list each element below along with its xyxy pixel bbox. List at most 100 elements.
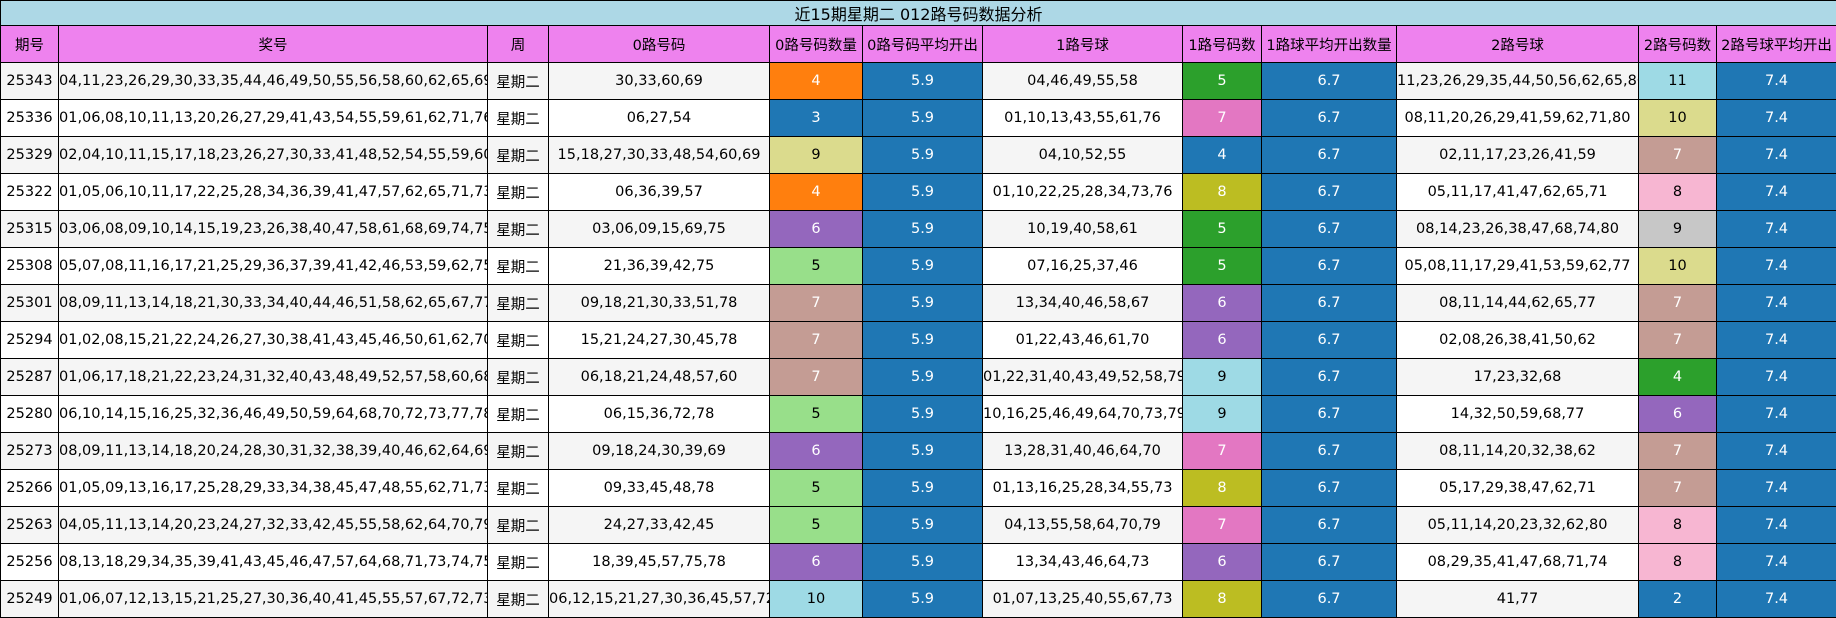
route1-numbers-cell: 10,19,40,58,61 xyxy=(983,211,1183,248)
issue-cell: 25266 xyxy=(1,470,59,507)
route0-count-cell: 4 xyxy=(770,63,863,100)
route0-numbers-cell: 21,36,39,42,75 xyxy=(549,248,770,285)
route0-numbers-cell: 06,18,21,24,48,57,60 xyxy=(549,359,770,396)
route0-count-cell: 6 xyxy=(770,211,863,248)
route0-avg-cell: 5.9 xyxy=(863,285,983,322)
route1-avg-cell: 6.7 xyxy=(1262,544,1397,581)
route0-count-cell: 6 xyxy=(770,433,863,470)
route1-avg-cell: 6.7 xyxy=(1262,470,1397,507)
issue-cell: 25343 xyxy=(1,63,59,100)
route2-numbers-cell: 08,14,23,26,38,47,68,74,80 xyxy=(1397,211,1639,248)
route1-avg-cell: 6.7 xyxy=(1262,507,1397,544)
route2-count-cell: 11 xyxy=(1639,63,1717,100)
header-route0-numbers: 0路号码 xyxy=(549,26,770,63)
route2-avg-cell: 7.4 xyxy=(1717,174,1836,211)
route2-count-cell: 10 xyxy=(1639,248,1717,285)
route0-count-cell: 3 xyxy=(770,100,863,137)
route0-count-cell: 7 xyxy=(770,322,863,359)
route2-numbers-cell: 17,23,32,68 xyxy=(1397,359,1639,396)
numbers-cell: 02,04,10,11,15,17,18,23,26,27,30,33,41,4… xyxy=(59,137,488,174)
numbers-cell: 04,05,11,13,14,20,23,24,27,32,33,42,45,5… xyxy=(59,507,488,544)
header-route1-numbers: 1路号球 xyxy=(983,26,1183,63)
route1-numbers-cell: 13,34,43,46,64,73 xyxy=(983,544,1183,581)
issue-cell: 25301 xyxy=(1,285,59,322)
route2-avg-cell: 7.4 xyxy=(1717,137,1836,174)
route2-count-cell: 7 xyxy=(1639,322,1717,359)
header-route1-avg: 1路球平均开出数量 xyxy=(1262,26,1397,63)
route0-count-cell: 6 xyxy=(770,544,863,581)
header-numbers: 奖号 xyxy=(59,26,488,63)
route1-numbers-cell: 04,13,55,58,64,70,79 xyxy=(983,507,1183,544)
issue-cell: 25249 xyxy=(1,581,59,618)
route1-count-cell: 7 xyxy=(1183,100,1262,137)
route1-numbers-cell: 01,07,13,25,40,55,67,73 xyxy=(983,581,1183,618)
route1-count-cell: 8 xyxy=(1183,581,1262,618)
route2-numbers-cell: 11,23,26,29,35,44,50,56,62,65,80 xyxy=(1397,63,1639,100)
route0-numbers-cell: 06,15,36,72,78 xyxy=(549,396,770,433)
issue-cell: 25294 xyxy=(1,322,59,359)
numbers-cell: 01,05,09,13,16,17,25,28,29,33,34,38,45,4… xyxy=(59,470,488,507)
route2-numbers-cell: 05,11,14,20,23,32,62,80 xyxy=(1397,507,1639,544)
header-route0-avg: 0路号码平均开出 xyxy=(863,26,983,63)
issue-cell: 25336 xyxy=(1,100,59,137)
route1-numbers-cell: 10,16,25,46,49,64,70,73,79 xyxy=(983,396,1183,433)
route0-numbers-cell: 06,27,54 xyxy=(549,100,770,137)
route0-avg-cell: 5.9 xyxy=(863,322,983,359)
numbers-cell: 08,09,11,13,14,18,21,30,33,34,40,44,46,5… xyxy=(59,285,488,322)
route1-count-cell: 5 xyxy=(1183,63,1262,100)
route0-numbers-cell: 30,33,60,69 xyxy=(549,63,770,100)
week-cell: 星期二 xyxy=(488,396,549,433)
numbers-cell: 01,06,07,12,13,15,21,25,27,30,36,40,41,4… xyxy=(59,581,488,618)
numbers-cell: 01,06,08,10,11,13,20,26,27,29,41,43,54,5… xyxy=(59,100,488,137)
route1-avg-cell: 6.7 xyxy=(1262,137,1397,174)
route1-numbers-cell: 13,34,40,46,58,67 xyxy=(983,285,1183,322)
route2-avg-cell: 7.4 xyxy=(1717,322,1836,359)
numbers-cell: 06,10,14,15,16,25,32,36,46,49,50,59,64,6… xyxy=(59,396,488,433)
header-route0-count: 0路号码数量 xyxy=(770,26,863,63)
route1-avg-cell: 6.7 xyxy=(1262,581,1397,618)
week-cell: 星期二 xyxy=(488,211,549,248)
route2-count-cell: 7 xyxy=(1639,137,1717,174)
route2-count-cell: 10 xyxy=(1639,100,1717,137)
route0-avg-cell: 5.9 xyxy=(863,211,983,248)
route2-numbers-cell: 05,08,11,17,29,41,53,59,62,77 xyxy=(1397,248,1639,285)
route0-numbers-cell: 06,36,39,57 xyxy=(549,174,770,211)
route1-avg-cell: 6.7 xyxy=(1262,174,1397,211)
route2-avg-cell: 7.4 xyxy=(1717,544,1836,581)
header-route2-numbers: 2路号球 xyxy=(1397,26,1639,63)
numbers-cell: 08,09,11,13,14,18,20,24,28,30,31,32,38,3… xyxy=(59,433,488,470)
week-cell: 星期二 xyxy=(488,433,549,470)
week-cell: 星期二 xyxy=(488,544,549,581)
route1-numbers-cell: 01,10,22,25,28,34,73,76 xyxy=(983,174,1183,211)
route2-count-cell: 6 xyxy=(1639,396,1717,433)
week-cell: 星期二 xyxy=(488,285,549,322)
route0-avg-cell: 5.9 xyxy=(863,544,983,581)
table-title: 近15期星期二 012路号码数据分析 xyxy=(1,1,1836,26)
route1-avg-cell: 6.7 xyxy=(1262,433,1397,470)
route1-avg-cell: 6.7 xyxy=(1262,285,1397,322)
route0-count-cell: 10 xyxy=(770,581,863,618)
route0-numbers-cell: 06,12,15,21,27,30,36,45,57,72 xyxy=(549,581,770,618)
route2-count-cell: 7 xyxy=(1639,285,1717,322)
numbers-cell: 03,06,08,09,10,14,15,19,23,26,38,40,47,5… xyxy=(59,211,488,248)
route0-numbers-cell: 03,06,09,15,69,75 xyxy=(549,211,770,248)
route2-count-cell: 4 xyxy=(1639,359,1717,396)
route1-numbers-cell: 13,28,31,40,46,64,70 xyxy=(983,433,1183,470)
route1-avg-cell: 6.7 xyxy=(1262,322,1397,359)
route2-count-cell: 7 xyxy=(1639,433,1717,470)
route0-count-cell: 4 xyxy=(770,174,863,211)
route0-numbers-cell: 09,33,45,48,78 xyxy=(549,470,770,507)
route0-count-cell: 9 xyxy=(770,137,863,174)
route1-avg-cell: 6.7 xyxy=(1262,248,1397,285)
route2-avg-cell: 7.4 xyxy=(1717,211,1836,248)
route1-count-cell: 5 xyxy=(1183,211,1262,248)
route0-count-cell: 5 xyxy=(770,248,863,285)
week-cell: 星期二 xyxy=(488,322,549,359)
route0-numbers-cell: 09,18,21,30,33,51,78 xyxy=(549,285,770,322)
